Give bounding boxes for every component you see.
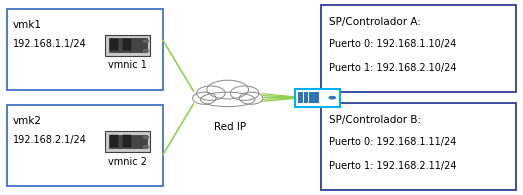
Text: Puerto 0: 192.168.1.10/24: Puerto 0: 192.168.1.10/24 [328,39,456,49]
FancyBboxPatch shape [309,92,314,103]
FancyBboxPatch shape [106,35,150,56]
Text: Puerto 1: 192.168.2.10/24: Puerto 1: 192.168.2.10/24 [328,63,456,73]
Circle shape [143,40,149,42]
Text: Puerto 0: 192.168.1.11/24: Puerto 0: 192.168.1.11/24 [328,137,456,147]
Ellipse shape [192,92,216,104]
Text: 192.168.1.1/24: 192.168.1.1/24 [13,39,87,49]
Circle shape [143,146,149,148]
Text: vmk1: vmk1 [13,20,42,30]
FancyBboxPatch shape [321,103,516,190]
FancyBboxPatch shape [123,39,131,50]
Text: vmk2: vmk2 [13,116,42,126]
FancyBboxPatch shape [7,9,163,90]
Text: Red IP: Red IP [214,121,246,132]
FancyBboxPatch shape [110,135,118,146]
Text: vmnic 2: vmnic 2 [108,157,147,167]
FancyBboxPatch shape [110,39,118,50]
Ellipse shape [240,92,263,104]
Text: SP/Controlador A:: SP/Controlador A: [328,17,420,27]
FancyBboxPatch shape [109,135,146,148]
Text: SP/Controlador B:: SP/Controlador B: [328,115,420,125]
Text: Puerto 1: 192.168.2.11/24: Puerto 1: 192.168.2.11/24 [328,161,456,171]
FancyBboxPatch shape [298,92,303,103]
Text: vmnic 1: vmnic 1 [108,60,147,70]
FancyBboxPatch shape [295,89,339,106]
Circle shape [329,97,335,99]
FancyBboxPatch shape [303,92,308,103]
Ellipse shape [200,92,255,107]
FancyBboxPatch shape [106,131,150,152]
FancyBboxPatch shape [123,135,131,146]
FancyBboxPatch shape [109,38,146,52]
Circle shape [143,136,149,138]
FancyBboxPatch shape [314,92,319,103]
Ellipse shape [197,86,225,100]
FancyBboxPatch shape [321,5,516,92]
Circle shape [143,50,149,52]
Ellipse shape [230,86,259,100]
Text: 192.168.2.1/24: 192.168.2.1/24 [13,135,87,145]
Ellipse shape [207,80,248,99]
FancyBboxPatch shape [7,105,163,186]
